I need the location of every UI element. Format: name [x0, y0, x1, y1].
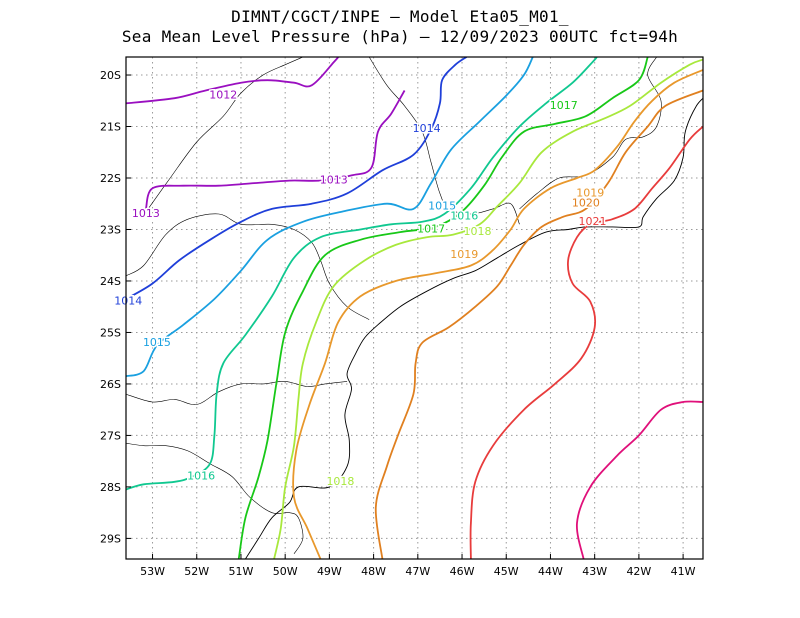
isobar-label-1019-0: 1019	[450, 248, 478, 261]
isobar-label-1015-0: 1015	[143, 336, 171, 349]
state-border-5	[519, 57, 662, 210]
x-tick-label-7: 46W	[450, 565, 475, 578]
isobar-1016	[126, 57, 598, 491]
x-tick-label-0: 53W	[140, 565, 165, 578]
y-tick-label-4: 24S	[100, 275, 121, 288]
isobar-label-1018-1: 1018	[464, 225, 492, 238]
isobar-contours	[126, 57, 703, 559]
isobar-label-1021-0: 1021	[578, 215, 606, 228]
isobar-1015	[126, 57, 534, 378]
isobar-label-1020-0: 1020	[572, 197, 600, 210]
isobar-label-1012-0: 1012	[209, 89, 237, 102]
isobar-label-1017-1: 1017	[550, 99, 578, 112]
y-tick-label-9: 29S	[100, 532, 121, 545]
state-border-1	[126, 442, 304, 555]
x-tick-label-3: 50W	[273, 565, 298, 578]
chart-title: DIMNT/CGCT/INPE – Model Eta05_M01_	[231, 7, 569, 26]
isobar-label-1013-1: 1013	[320, 174, 348, 187]
isobar-1013	[145, 90, 406, 210]
state-border-2	[126, 213, 370, 320]
isobar-label-1019-1: 1019	[576, 186, 604, 199]
isobar-label-1018-0: 1018	[326, 475, 354, 488]
isobar-label-1016-1: 1016	[450, 210, 478, 223]
chart-subtitle: Sea Mean Level Pressure (hPa) – 12/09/20…	[121, 27, 679, 46]
y-tick-label-5: 25S	[100, 326, 121, 339]
isobar-label-1016-0: 1016	[187, 470, 215, 483]
grid-lines	[126, 57, 703, 559]
y-tick-label-6: 26S	[100, 378, 121, 391]
isobar-1020	[374, 89, 703, 559]
x-tick-label-12: 41W	[671, 565, 696, 578]
y-tick-label-8: 28S	[100, 481, 121, 494]
y-tick-label-2: 22S	[100, 172, 121, 185]
y-tick-label-7: 27S	[100, 429, 121, 442]
map-frame	[125, 56, 704, 560]
x-tick-label-6: 47W	[405, 565, 430, 578]
y-tick-label-1: 21S	[100, 121, 121, 134]
coastline-and-borders	[126, 57, 703, 559]
x-tick-label-2: 51W	[229, 565, 254, 578]
isobar-1019	[292, 69, 703, 559]
isobar-1014	[126, 57, 468, 300]
isobar-label-1017-0: 1017	[417, 222, 445, 235]
x-tick-label-4: 49W	[317, 565, 342, 578]
y-tick-label-0: 20S	[100, 69, 121, 82]
isobar-1022	[576, 400, 703, 559]
isobar-label-1013-0: 1013	[132, 207, 160, 220]
isobar-1017	[237, 57, 649, 559]
isobar-1018	[273, 58, 703, 559]
x-tick-label-5: 48W	[361, 565, 386, 578]
isobar-labels: 1012101310131014101410151015101610161017…	[113, 87, 608, 489]
state-border-3	[147, 57, 304, 210]
state-border-0	[126, 381, 348, 405]
isobar-label-1014-0: 1014	[114, 295, 142, 308]
x-tick-label-9: 44W	[538, 565, 563, 578]
y-tick-label-3: 23S	[100, 223, 121, 236]
coastline-0	[245, 97, 703, 559]
x-tick-label-11: 42W	[626, 565, 651, 578]
isobar-label-1014-1: 1014	[413, 122, 441, 135]
x-tick-label-1: 52W	[184, 565, 209, 578]
isobar-1021	[469, 125, 703, 559]
isobar-1012	[126, 57, 339, 105]
x-tick-label-8: 45W	[494, 565, 519, 578]
isobar-label-1015-1: 1015	[428, 199, 456, 212]
axis-ticks: 53W 52W 51W 50W 49W 48W 47W 46W 45W 44W 43W 42W 41W 2…	[100, 69, 696, 578]
x-tick-label-10: 43W	[582, 565, 607, 578]
